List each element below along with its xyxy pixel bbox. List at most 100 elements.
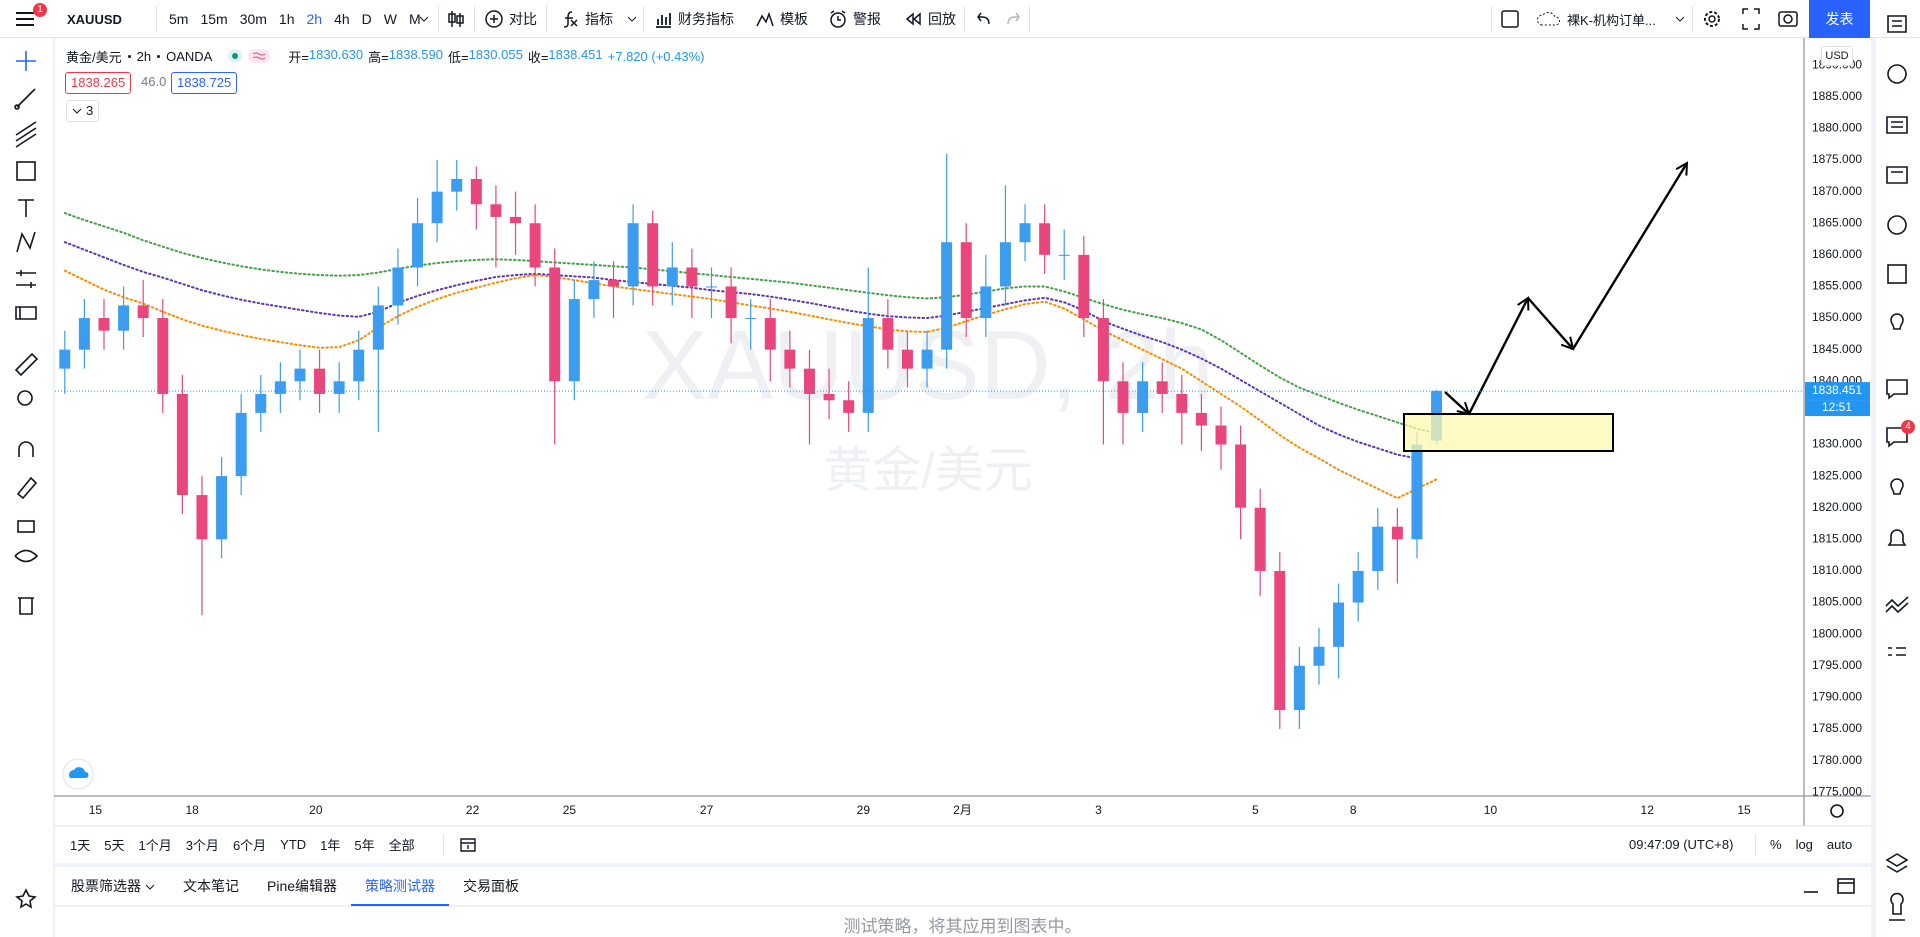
compare-button[interactable]: 对比 [484,0,537,38]
pattern-tool[interactable] [16,231,36,253]
trading-icon[interactable] [1885,596,1909,614]
panel-tab[interactable]: 策略测试器 [351,867,449,906]
interval-button[interactable]: M [409,11,421,27]
visibility-tool[interactable] [14,549,39,563]
indicators-toggle[interactable]: 3 [66,100,100,122]
candle-body [470,178,482,205]
snapshot-button[interactable] [1777,0,1799,38]
lock-drawing-tool[interactable] [16,476,38,500]
candle-body [137,305,149,319]
chat-icon[interactable] [1886,379,1908,400]
chart-type-button[interactable] [446,0,466,38]
interval-button[interactable]: 4h [334,11,350,27]
zoom-tool[interactable] [17,390,33,406]
layout-button[interactable]: 裸K-机构订单... [1536,0,1656,38]
goto-date-button[interactable] [459,836,479,854]
tab-menu[interactable] [145,882,155,892]
ideas-icon[interactable] [1890,313,1904,330]
shape-tool[interactable] [16,161,36,181]
last-price-label: 1838.451 [1812,383,1862,397]
panel-controls[interactable] [1800,876,1860,898]
drawings[interactable] [1403,163,1687,452]
replay-button[interactable]: 回放 [903,0,956,38]
candle-body [157,318,169,394]
interval-menu[interactable] [418,0,430,38]
sell-price[interactable]: 1838.265 [65,72,132,94]
help-icon[interactable] [1889,892,1905,921]
range-button[interactable]: 1年 [320,838,341,853]
arrow[interactable] [1571,163,1687,350]
interval-button[interactable]: D [361,11,372,27]
logo-button[interactable] [62,758,94,790]
scale-option[interactable]: % [1770,837,1782,852]
layout-menu[interactable] [1674,0,1686,38]
symbol-search[interactable]: XAUUSD [67,11,122,27]
interval-button[interactable]: 2h [306,11,323,27]
range-button[interactable]: 全部 [388,838,415,853]
range-button[interactable]: 5天 [104,838,125,853]
tab-label: Pine编辑器 [267,878,338,894]
axis-settings[interactable] [1830,804,1844,818]
favorites-tool[interactable] [15,888,37,909]
data-window-icon[interactable] [1886,166,1908,184]
financials-button[interactable]: 财务指标 [653,0,734,38]
ideas-stream-icon[interactable] [1890,478,1904,495]
panel-tab[interactable]: 股票筛选器 [57,867,169,906]
indicators-menu[interactable] [626,0,638,38]
undo-button[interactable] [974,0,994,38]
interval-button[interactable]: W [383,11,397,27]
panel-tab[interactable]: 文本笔记 [169,867,253,906]
currency-label[interactable]: USD [1821,46,1853,66]
layers-icon[interactable] [1885,853,1909,873]
watchlist-icon[interactable] [1887,15,1907,33]
arrow[interactable] [1444,391,1469,414]
redo-button[interactable] [1003,0,1023,38]
fib-tool[interactable] [15,121,37,148]
range-button[interactable]: 3个月 [185,838,219,853]
crosshair-tool[interactable] [16,51,36,71]
interval-button[interactable]: 15m [200,11,228,27]
range-button[interactable]: YTD [280,837,307,852]
zone-rectangle[interactable] [1403,413,1614,452]
calendar-icon[interactable] [1887,264,1907,284]
text-tool[interactable] [18,199,34,217]
trendline-tool[interactable] [14,88,36,110]
multi-chart-button[interactable] [1500,0,1520,38]
panel-tab[interactable]: Pine编辑器 [253,867,351,906]
interval-button[interactable]: 30m [239,11,267,27]
interval-button[interactable]: 1h [278,11,295,27]
prediction-tool[interactable] [16,270,36,288]
magnet-tool[interactable] [18,441,34,457]
alarm-icon[interactable] [1887,64,1907,84]
legend-status[interactable] [222,47,280,65]
button-label: 财务指标 [678,11,734,27]
range-button[interactable]: 6个月 [232,838,267,853]
candle-body [882,318,894,350]
settings-button[interactable] [1701,0,1723,38]
indicators-button[interactable]: 指标 [560,0,613,38]
delete-tool[interactable] [18,597,34,615]
panel-tab[interactable]: 交易面板 [449,867,533,906]
menu-button[interactable] [15,0,35,38]
range-button[interactable]: 1个月 [138,838,172,853]
measure-tool[interactable] [14,352,39,377]
scale-option[interactable]: auto [1826,837,1853,852]
interval-button[interactable]: 5m [169,11,189,27]
templates-button[interactable]: 模板 [755,0,808,38]
arrow[interactable] [1527,297,1573,349]
hotlist-icon[interactable] [1887,215,1907,235]
publish-button[interactable]: 发表 [1809,0,1870,38]
clock[interactable]: 09:47:09 (UTC+8) [1629,837,1734,852]
fullscreen-button[interactable] [1740,0,1762,38]
arrow[interactable] [1467,298,1528,415]
news-icon[interactable] [1886,116,1908,134]
alert-button[interactable]: 警报 [828,0,881,38]
buy-price[interactable]: 1838.725 [171,72,238,94]
range-button[interactable]: 1天 [70,838,91,853]
range-button[interactable]: 5年 [354,838,375,853]
icon-tool[interactable] [15,306,37,320]
dom-icon[interactable] [1888,647,1906,656]
scale-option[interactable]: log [1795,837,1813,852]
notifications-icon[interactable] [1887,529,1907,546]
lock-tool[interactable] [17,520,35,533]
